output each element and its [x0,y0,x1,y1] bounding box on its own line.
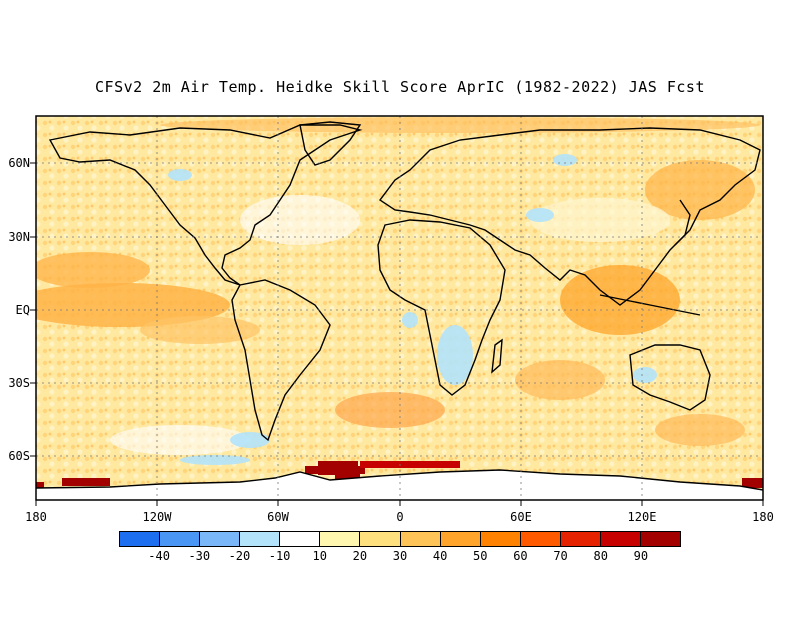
colorbar-swatch [240,532,281,546]
colorbar-swatch [160,532,201,546]
lon-label-60w: 60W [267,510,289,524]
lon-label-180e: 180 [752,510,774,524]
lat-label-eq: EQ [15,303,30,317]
colorbar-swatch [120,532,161,546]
lat-label-30s: 30S [8,376,30,390]
axis-ticks [30,162,764,506]
lon-label-120w: 120W [142,510,172,524]
colorbar [119,531,681,547]
lon-label-180w: 180 [25,510,47,524]
lat-label-60n: 60N [8,156,30,170]
colorbar-label: 40 [432,549,448,563]
colorbar-swatch [480,532,521,546]
map-title: CFSv2 2m Air Temp. Heidke Skill Score Ap… [95,78,705,96]
coastlines [35,121,764,491]
colorbar-label: 20 [352,549,368,563]
colorbar-label: -10 [268,549,291,563]
colorbar-label: -30 [188,549,211,563]
colorbar-swatch [200,532,241,546]
colorbar-swatch [400,532,441,546]
colorbar-label: 90 [633,549,649,563]
colorbar-label: -20 [228,549,251,563]
colorbar-label: 30 [392,549,408,563]
colorbar-swatch [360,532,401,546]
colorbar-swatch [280,532,321,546]
colorbar-label: 80 [593,549,608,563]
lat-label-60s: 60S [8,449,30,463]
colorbar-swatch [520,532,561,546]
colorbar-label: 10 [312,549,327,563]
graticule [36,116,763,500]
colorbar-label: 60 [513,549,528,563]
lon-label-120e: 120E [627,510,657,524]
colorbar-swatch [560,532,601,546]
lat-label-30n: 30N [8,230,30,244]
colorbar-label: -40 [148,549,170,563]
lon-label-0: 0 [396,510,404,524]
colorbar-swatch [440,532,481,546]
score-field [36,116,763,500]
colorbar-swatch [600,532,642,546]
colorbar-label: 70 [553,549,568,563]
colorbar-swatch [320,532,361,546]
colorbar-label: 50 [473,549,488,563]
lon-label-60e: 60E [510,510,532,524]
colorbar-swatch [641,532,681,546]
